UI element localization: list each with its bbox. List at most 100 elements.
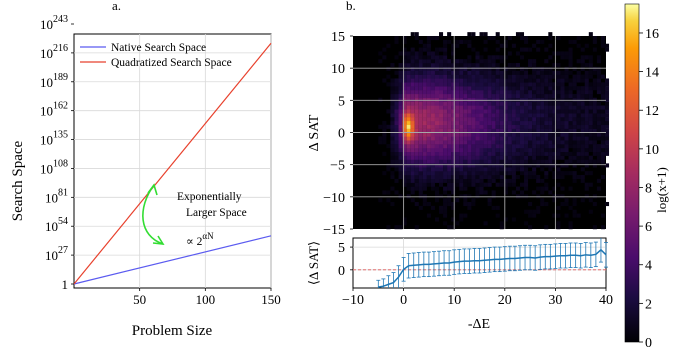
- heatmap-cell: [600, 140, 605, 145]
- heatmap-cell: [552, 174, 557, 180]
- heatmap-cell: [434, 174, 440, 180]
- heatmap-cell: [410, 155, 415, 160]
- heatmap-cell: [414, 140, 419, 145]
- heatmap-cell: [443, 155, 448, 160]
- heatmap-cell: [398, 174, 403, 180]
- heatmap-cell: [443, 159, 448, 164]
- heatmap-cell: [426, 178, 431, 183]
- heatmap-cell: [600, 124, 605, 129]
- heatmap-cell: [426, 155, 431, 160]
- heatmap-cell: [475, 120, 480, 126]
- heatmap-cell: [487, 201, 492, 207]
- heatmap-cell: [572, 66, 577, 71]
- heatmap-cell: [552, 163, 557, 168]
- heatmap-cell: [439, 120, 444, 126]
- heatmap-cell: [495, 140, 500, 145]
- heatmap-cell: [604, 117, 610, 122]
- heatmap-cell: [483, 47, 488, 52]
- heatmap-cell: [443, 63, 448, 68]
- heatmap-cell: [451, 124, 456, 129]
- heatmap-cell: [394, 155, 399, 160]
- heatmap-cell: [394, 225, 399, 230]
- heatmap-cell: [528, 225, 533, 230]
- heatmap-cell: [487, 97, 492, 102]
- heatmap-cell: [439, 63, 444, 68]
- heatmap-cell: [600, 213, 605, 218]
- heatmap-cell: [580, 86, 585, 91]
- annotation-line-1: Exponentially: [177, 191, 242, 203]
- heatmap-cell: [524, 117, 529, 122]
- heatmap-cell: [540, 159, 545, 164]
- heatmap-cell: [443, 59, 448, 64]
- heatmap-cell: [519, 163, 525, 168]
- heatmap-cell: [479, 86, 484, 91]
- heatmap-cell: [414, 159, 419, 164]
- heatmap-cell: [511, 74, 516, 79]
- heatmap-cell: [483, 120, 488, 126]
- heatmap-cell: [600, 117, 605, 122]
- heatmap-cell: [418, 51, 423, 56]
- heatmap-cell: [584, 128, 589, 133]
- heatmap-cell: [576, 151, 581, 156]
- heatmap-cell: [430, 174, 435, 180]
- heatmap-cell: [447, 117, 452, 122]
- heatmap-cell: [402, 132, 407, 137]
- heatmap-cell: [507, 78, 512, 83]
- heatmap-cell: [394, 101, 399, 106]
- heatmap-cell: [503, 147, 508, 153]
- heatmap-cell: [434, 117, 440, 122]
- heatmap-cell: [552, 198, 557, 203]
- heatmap-cell: [507, 163, 512, 168]
- heatmap-cell: [564, 120, 569, 126]
- heatmap-cell: [495, 93, 500, 98]
- heatmap-cell: [447, 32, 452, 37]
- heatmap-cell: [422, 101, 427, 106]
- heatmap-cell: [459, 120, 464, 126]
- heatmap-cell: [548, 78, 553, 83]
- heatmap-cell: [499, 221, 504, 226]
- heatmap-cell: [495, 55, 500, 60]
- heatmap-cell: [580, 59, 585, 64]
- heatmap-cell: [495, 82, 500, 87]
- heatmap-cell: [418, 171, 423, 176]
- heatmap-cell: [515, 86, 520, 91]
- heatmap-cell: [503, 113, 508, 118]
- heatmap-cell: [580, 151, 585, 156]
- heatmap-cell: [443, 140, 448, 145]
- heatmap-cell: [455, 93, 460, 98]
- heatmap-cell: [556, 194, 561, 199]
- heatmap-cell: [592, 105, 597, 110]
- heatmap-cell: [406, 66, 411, 71]
- heatmap-cell: [495, 78, 500, 83]
- heatmap-cell: [467, 171, 472, 176]
- heatmap-cell: [390, 151, 395, 156]
- heatmap-cell: [548, 167, 553, 172]
- heatmap-cell: [584, 186, 589, 191]
- heatmap-cell: [467, 101, 472, 106]
- heatmap-cell: [528, 120, 533, 126]
- heatmap-cell: [576, 128, 581, 133]
- heatmap-cell: [491, 113, 496, 118]
- heatmap-cell: [507, 90, 512, 95]
- heatmap-cell: [491, 117, 496, 122]
- heatmap-cell: [398, 70, 403, 75]
- heatmap-cell: [439, 113, 444, 118]
- heatmap-cell: [580, 93, 585, 98]
- heatmap-cell: [455, 144, 460, 149]
- heatmap-cell: [524, 66, 529, 71]
- heatmap-cell: [572, 132, 577, 137]
- heatmap-cell: [479, 97, 484, 102]
- heatmap-cell: [495, 86, 500, 91]
- heatmap-cell: [576, 74, 581, 79]
- heatmap-cell: [536, 159, 541, 164]
- heatmap-cell: [463, 194, 468, 199]
- heatmap-cell: [475, 51, 480, 56]
- heatmap-cell: [455, 132, 460, 137]
- heatmap-cell: [556, 174, 561, 180]
- heatmap-cell: [414, 132, 419, 137]
- heatmap-cell: [528, 59, 533, 64]
- heatmap-cell: [552, 124, 557, 129]
- heatmap-cell: [463, 105, 468, 110]
- heatmap-cell: [524, 159, 529, 164]
